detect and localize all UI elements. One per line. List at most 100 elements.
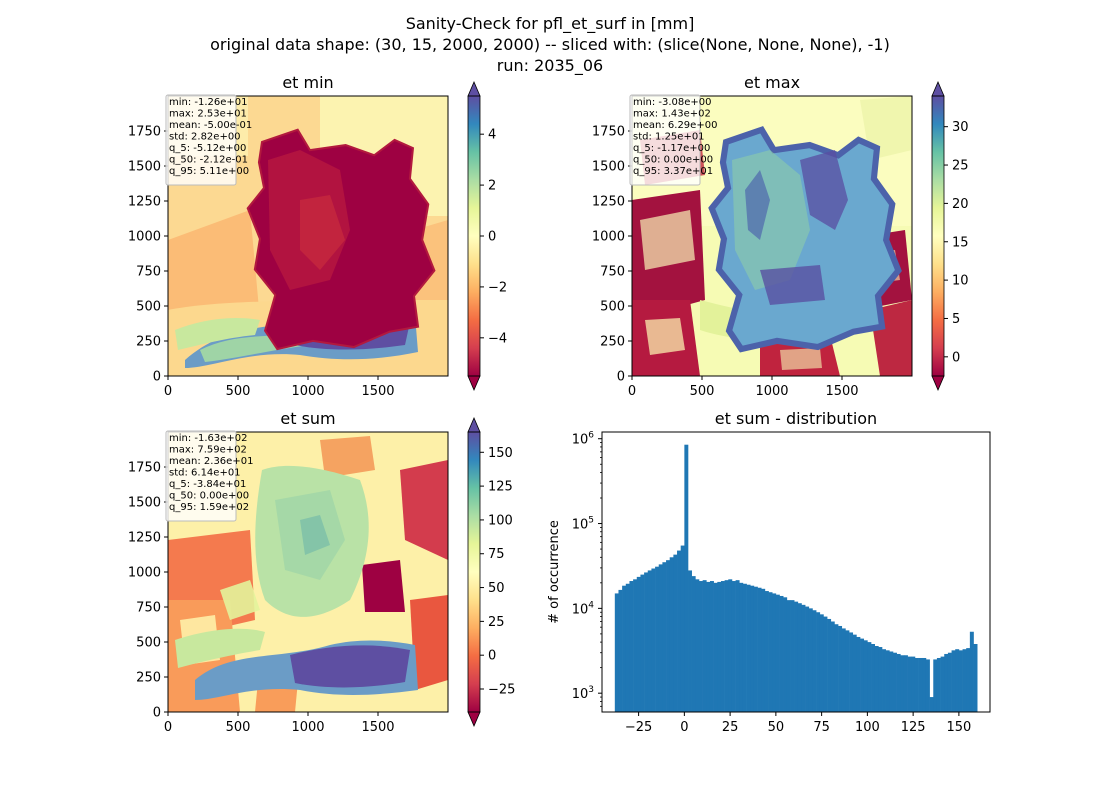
ytick-label: 500 (600, 300, 625, 315)
histogram-bar (955, 649, 960, 712)
histogram-bar (735, 580, 740, 712)
histogram-bar (969, 631, 974, 712)
stats-line: max: 2.53e+01 (169, 109, 247, 120)
histogram-bar (644, 572, 649, 712)
hist-ytick-label: 103 (572, 685, 594, 702)
xtick-label: 1500 (361, 384, 394, 399)
colorbar-et-max: 30 25 20 15 10 5 0 (931, 80, 969, 392)
ytick-label: 500 (136, 636, 161, 651)
xtick-label: 1000 (755, 384, 788, 399)
figure-title-line-1: Sanity-Check for pfl_et_surf in [mm] (405, 14, 695, 33)
ytick-label: 1250 (128, 195, 161, 210)
colorbar-tick-label: 15 (952, 235, 969, 250)
histogram-bar (746, 584, 751, 712)
histogram-bar (779, 595, 784, 712)
xtick-label: 1500 (825, 384, 858, 399)
histogram-bar (867, 642, 872, 712)
ytick-label: 1250 (592, 195, 625, 210)
stats-line: min: -1.26e+01 (169, 97, 248, 108)
histogram-bar (830, 621, 835, 712)
hist-ytick-label: 105 (572, 516, 594, 533)
histogram-bar (775, 594, 780, 712)
histogram-bar (636, 576, 641, 712)
colorbar-gradient (468, 96, 480, 376)
histogram-bar (761, 588, 766, 712)
colorbar-extend-top (931, 80, 945, 97)
histogram-bar (944, 653, 949, 712)
histogram-bar (614, 593, 619, 712)
axes-frame-distribution (601, 431, 991, 713)
histogram-bar (622, 585, 627, 712)
histogram-bar (911, 656, 916, 712)
colorbar-gradient (468, 432, 480, 712)
histogram-bar (922, 657, 927, 712)
stats-line: max: 7.59e+02 (169, 445, 247, 456)
colorbar-et-sum: 150 125 100 75 50 25 0 −25 (467, 416, 515, 728)
stats-line: mean: 2.36e+01 (169, 456, 253, 467)
histogram-bar (925, 659, 930, 712)
hist-xtick-label: 150 (946, 720, 971, 735)
colorbar-tick-label: 125 (488, 480, 513, 495)
panel-et-min: et min 0 500 1000 1500 0 250 500 750 1000 1250 150… (128, 73, 507, 399)
histogram-bar (629, 581, 634, 712)
histogram-bar (695, 579, 700, 712)
panel-et-sum-distribution: et sum - distribution −25 0 25 50 75 100 125 15… (547, 409, 991, 735)
histogram-bar (874, 645, 879, 712)
ylabel-distribution: # of occurrence (547, 520, 562, 624)
colorbar-tick-label: 4 (488, 128, 496, 143)
histogram-bar (849, 632, 854, 712)
xtick-label: 1000 (291, 384, 324, 399)
ytick-label: 750 (600, 265, 625, 280)
colorbar-tick-label: 5 (952, 312, 960, 327)
histogram-bar (713, 582, 718, 712)
histogram-bar (845, 630, 850, 712)
histogram-bar (790, 600, 795, 712)
ytick-label: 1250 (128, 531, 161, 546)
histogram-bar (618, 589, 623, 712)
xtick-label: 500 (690, 384, 715, 399)
histogram-bar (951, 650, 956, 712)
hist-xtick-label: 25 (722, 720, 739, 735)
histogram-axes: −25 0 25 50 75 100 125 150 103 104 105 106 (572, 431, 972, 735)
histogram-bar (918, 657, 923, 712)
ytick-label: 1750 (128, 125, 161, 140)
colorbar-et-min: 4 2 0 −2 −4 (467, 80, 507, 392)
xtick-label: 1500 (361, 720, 394, 735)
ytick-label: 0 (617, 370, 625, 385)
histogram-bar (625, 583, 630, 712)
hist-xtick-label: 125 (901, 720, 926, 735)
histogram-bar (896, 653, 901, 712)
ytick-label: 250 (136, 671, 161, 686)
stats-line: q_5: -3.84e+01 (169, 479, 246, 490)
stats-line: q_95: 5.11e+00 (169, 166, 249, 177)
histogram-bar (812, 610, 817, 712)
stats-line: q_5: -5.12e+00 (169, 143, 246, 154)
xtick-label: 500 (226, 384, 251, 399)
colorbar-extend-bottom (467, 711, 481, 728)
histogram-bar (772, 593, 777, 712)
histogram-bar (907, 656, 912, 712)
histogram-bar (666, 560, 671, 712)
stats-line: min: -3.08e+00 (633, 97, 712, 108)
hist-xtick-label: 0 (680, 720, 688, 735)
ytick-label: 0 (153, 370, 161, 385)
axis-ticks-et-sum: 0 500 1000 1500 0 250 500 750 1000 1250 1500 1750 (128, 461, 395, 736)
colorbar-tick-label: −4 (488, 331, 507, 346)
histogram-bar (753, 586, 758, 712)
colorbar-tick-label: 75 (488, 547, 505, 562)
histogram-bar (889, 651, 894, 712)
histogram-bar (816, 612, 821, 712)
histogram-bar (728, 579, 733, 712)
histogram-bar (717, 581, 722, 712)
colorbar-extend-bottom (931, 375, 945, 392)
histogram-bar (706, 581, 711, 712)
histogram-bar (903, 655, 908, 712)
stats-line: mean: 6.29e+00 (633, 120, 717, 131)
stats-line: q_50: 0.00e+00 (633, 155, 713, 166)
colorbar-tick-label: 2 (488, 179, 496, 194)
colorbar-frame (467, 431, 481, 713)
ytick-label: 1000 (128, 566, 161, 581)
histogram-bar (662, 562, 667, 712)
